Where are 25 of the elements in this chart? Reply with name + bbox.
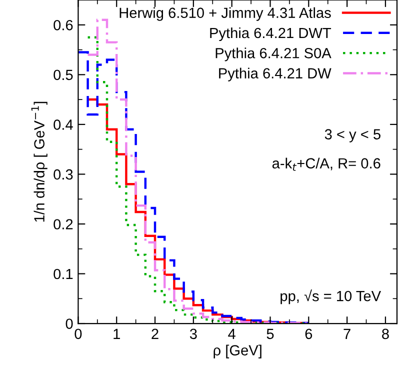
x-axis-title: ρ [GeV] bbox=[214, 344, 262, 358]
y-tick-label: 0.2 bbox=[54, 219, 73, 230]
y-tick-label: 0.6 bbox=[54, 20, 73, 30]
legend-label: Pythia 6.4.21 DWT bbox=[210, 27, 332, 42]
annotation: pp, √s = 10 TeV bbox=[280, 290, 381, 304]
x-tick-label: 6 bbox=[305, 328, 312, 340]
x-tick-label: 1 bbox=[114, 328, 120, 339]
x-tick-label: 5 bbox=[266, 328, 274, 340]
x-tick-label: 2 bbox=[152, 328, 158, 339]
x-tick-label: 4 bbox=[228, 328, 236, 339]
legend-label: Pythia 6.4.21 DW bbox=[219, 68, 332, 82]
y-axis-title: 1/n dn/dρ [ GeV$^{−1}$] bbox=[31, 102, 48, 222]
y-tick-label: 0.1 bbox=[54, 268, 73, 280]
x-tick-label: 7 bbox=[344, 328, 350, 339]
legend-label: Herwig 6.510 + Jimmy 4.31 Atlas bbox=[120, 7, 331, 21]
y-tick-label: 0.4 bbox=[54, 120, 73, 130]
x-tick-label: 8 bbox=[382, 328, 389, 340]
x-tick-label: 3 bbox=[190, 328, 197, 340]
y-tick-label: 0.5 bbox=[54, 70, 73, 80]
legend-label: Pythia 6.4.21 S0A bbox=[216, 48, 332, 62]
annotation: 3 < y < 5 bbox=[324, 129, 380, 142]
x-tick-label: 0 bbox=[74, 328, 82, 340]
y-tick-label: 0.3 bbox=[54, 169, 73, 180]
y-tick-label: 0 bbox=[66, 318, 73, 329]
annotation: a-k$_{t}$+C/A, R= 0.6 bbox=[272, 158, 380, 171]
